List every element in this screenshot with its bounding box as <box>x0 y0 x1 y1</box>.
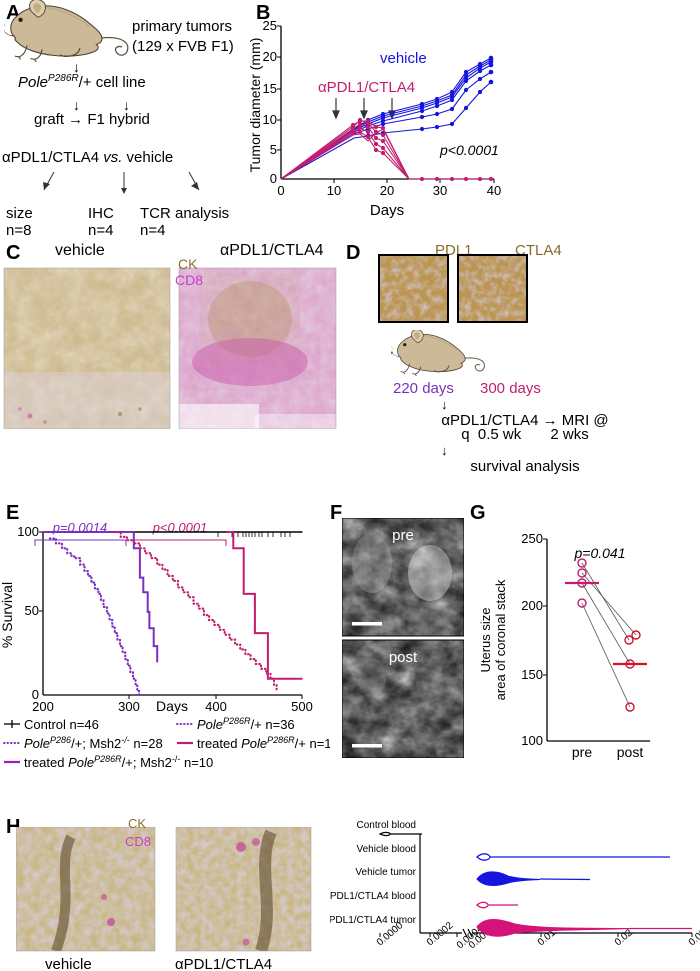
svg-text:250: 250 <box>521 531 543 546</box>
svg-text:treated PoleP286R/+; Msh2-/- n: treated PoleP286R/+; Msh2-/- n=10 <box>24 754 213 770</box>
svg-text:PoleP286R/+ n=36: PoleP286R/+ n=36 <box>197 716 295 732</box>
svg-text:0: 0 <box>270 171 277 186</box>
svg-text:200: 200 <box>521 598 543 613</box>
svg-text:αPDL1/CTLA4: αPDL1/CTLA4 <box>318 79 415 96</box>
svg-text:post: post <box>617 744 644 760</box>
svg-text:30: 30 <box>433 183 447 198</box>
svg-text:150: 150 <box>521 667 543 682</box>
svg-text:20: 20 <box>380 183 394 198</box>
svg-text:Uterus size: Uterus size <box>478 607 493 672</box>
svg-text:PoleP286/+; Msh2-/- n=28: PoleP286/+; Msh2-/- n=28 <box>24 735 163 751</box>
svg-text:Control n=46: Control n=46 <box>24 717 99 732</box>
svg-text:40: 40 <box>487 183 501 198</box>
svg-text:Days: Days <box>156 698 188 714</box>
svg-text:20: 20 <box>263 49 277 64</box>
svg-text:50: 50 <box>25 603 39 618</box>
svg-text:0.0002: 0.0002 <box>425 920 456 948</box>
svg-text:0.03: 0.03 <box>687 927 700 948</box>
svg-text:300: 300 <box>118 699 140 714</box>
svg-text:area of coronal stack: area of coronal stack <box>493 579 508 700</box>
svg-text:5: 5 <box>270 142 277 157</box>
svg-text:10: 10 <box>263 112 277 127</box>
svg-text:p<0.0001: p<0.0001 <box>439 142 499 158</box>
svg-text:Days: Days <box>370 202 404 219</box>
svg-text:0.02: 0.02 <box>613 927 635 948</box>
svg-text:% Survival: % Survival <box>0 582 15 648</box>
svg-text:Tumor diameter (mm): Tumor diameter (mm) <box>250 38 263 173</box>
svg-text:pre: pre <box>392 527 414 544</box>
svg-text:10: 10 <box>327 183 341 198</box>
svg-text:400: 400 <box>205 699 227 714</box>
svg-text:Vehicle blood: Vehicle blood <box>357 844 417 855</box>
svg-text:15: 15 <box>263 81 277 96</box>
svg-text:post: post <box>389 649 418 666</box>
svg-text:25: 25 <box>263 18 277 33</box>
svg-text:0: 0 <box>277 183 284 198</box>
svg-text:100: 100 <box>17 524 39 539</box>
svg-text:Control blood: Control blood <box>357 820 416 831</box>
svg-text:500: 500 <box>291 699 313 714</box>
svg-text:vehicle: vehicle <box>380 50 427 67</box>
svg-text:αPDL1/CTLA4 blood: αPDL1/CTLA4 blood <box>330 891 416 902</box>
svg-text:p<0.0001: p<0.0001 <box>152 520 208 535</box>
svg-text:200: 200 <box>32 699 54 714</box>
svg-text:pre: pre <box>572 744 592 760</box>
svg-text:αPDL1/CTLA4 tumor: αPDL1/CTLA4 tumor <box>330 915 417 926</box>
svg-text:Vehicle tumor: Vehicle tumor <box>355 867 416 878</box>
svg-text:treated PoleP286R/+ n=10: treated PoleP286R/+ n=10 <box>197 735 330 751</box>
svg-text:100: 100 <box>521 733 543 748</box>
